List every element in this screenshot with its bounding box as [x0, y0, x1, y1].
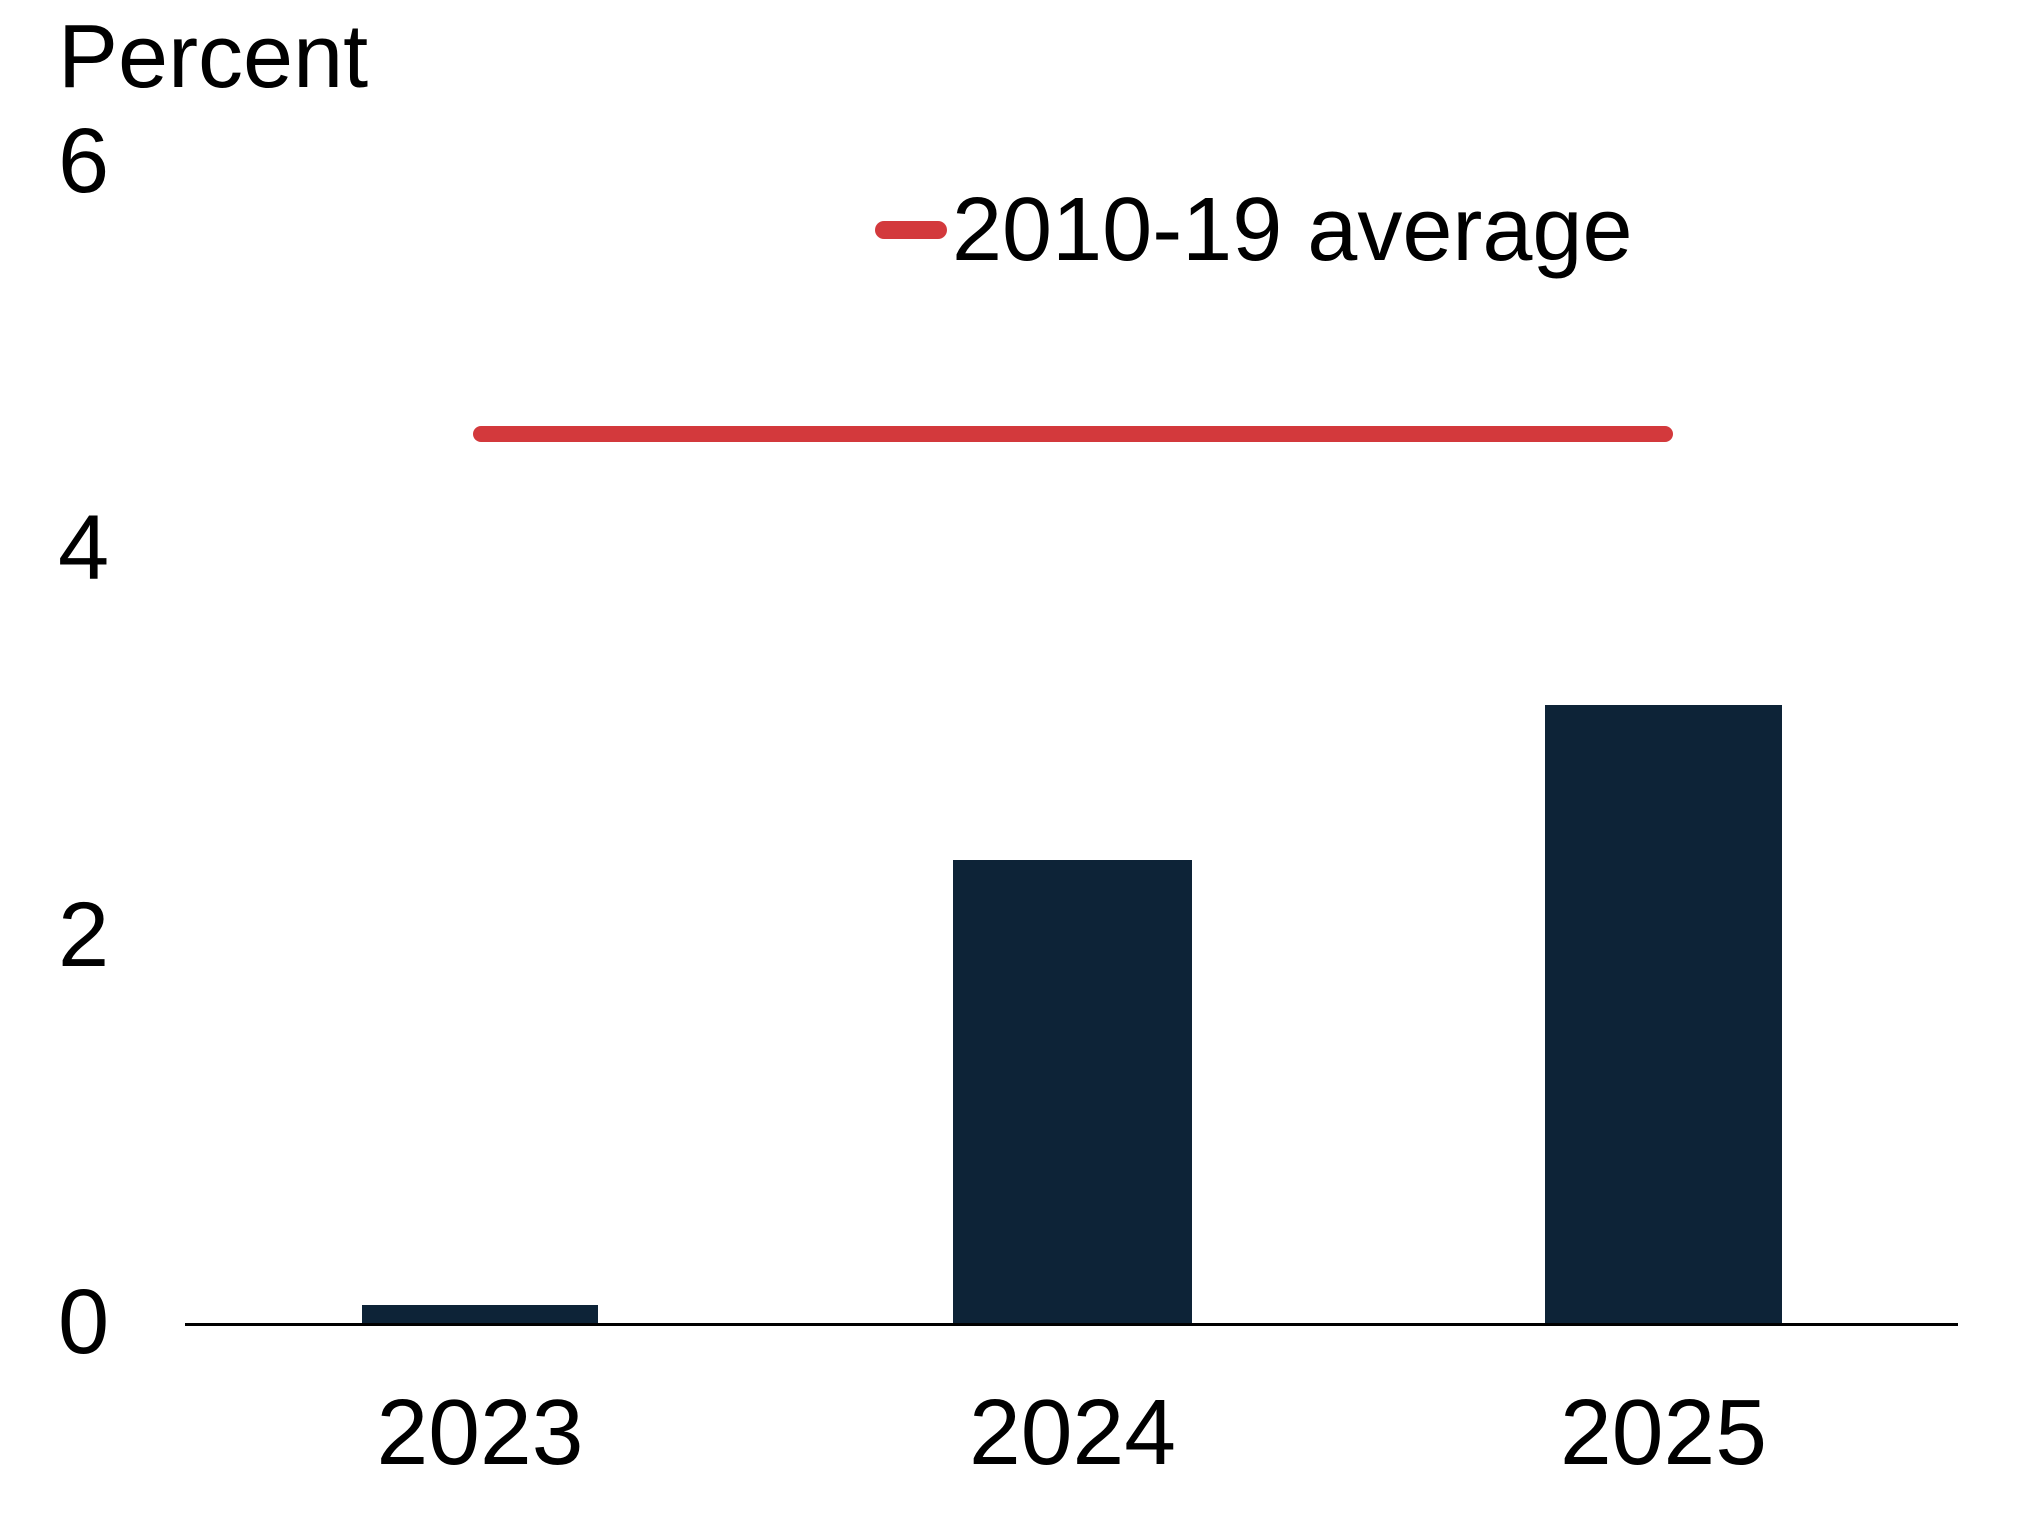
legend-label: 2010-19 average	[952, 180, 1633, 280]
legend: 2010-19 average	[875, 185, 1633, 275]
bar-2023	[362, 1305, 598, 1324]
bar-2024	[953, 860, 1192, 1324]
y-tick-label: 4	[58, 497, 110, 599]
x-tick-label-2023: 2023	[376, 1380, 584, 1484]
y-axis-title: Percent	[58, 7, 369, 107]
legend-line-swatch-icon	[875, 221, 947, 239]
x-tick-label-2024: 2024	[969, 1380, 1176, 1484]
x-axis-line	[185, 1323, 1958, 1326]
y-tick-label: 2	[58, 884, 110, 986]
y-tick-label: 6	[58, 110, 110, 212]
y-tick-label: 0	[58, 1271, 110, 1373]
average-reference-line	[473, 425, 1673, 442]
bar-2025	[1545, 705, 1782, 1324]
x-tick-label-2025: 2025	[1560, 1380, 1767, 1484]
